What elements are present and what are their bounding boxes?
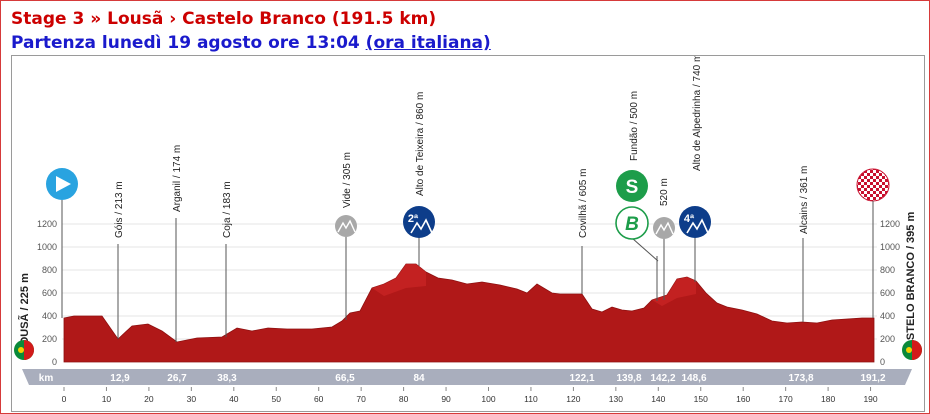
climb-highlight (372, 264, 426, 296)
place-label: Covilhã / 605 m (578, 169, 589, 238)
place-lines (117, 218, 804, 342)
place-label: 520 m (659, 178, 670, 206)
svg-text:4ª: 4ª (684, 213, 695, 225)
x-tick-label: 120 (566, 394, 580, 404)
y-axis-left: 1200 1000 800 600 400 200 0 (37, 219, 57, 367)
y-tick-label: 0 (52, 357, 57, 367)
x-tick-label: 40 (229, 394, 239, 404)
finish-flag-icon (856, 168, 890, 202)
place-km: 142,2 (650, 373, 675, 384)
y-tick-label: 0 (880, 357, 885, 367)
italian-time-link[interactable]: (ora italiana) (365, 33, 491, 53)
km-unit: km (39, 373, 54, 384)
place-label: Góis / 213 m (114, 181, 125, 238)
svg-text:2ª: 2ª (408, 213, 419, 225)
x-tick-label: 50 (272, 394, 282, 404)
x-tick-label: 30 (187, 394, 197, 404)
bonus-icon: B (615, 206, 649, 240)
y-tick-label: 1200 (37, 219, 57, 229)
elevation-profile (63, 263, 875, 363)
place-label: Alto de Teixeira / 860 m (415, 92, 426, 196)
svg-text:B: B (625, 214, 639, 235)
y-axis-right: 1200 1000 800 600 400 200 0 (880, 219, 900, 367)
place-km: 148,6 (681, 373, 706, 384)
sprint-icon: S (616, 170, 648, 202)
y-tick-label: 600 (42, 288, 57, 298)
x-tick-label: 80 (399, 394, 409, 404)
portugal-flag-icon (902, 340, 922, 360)
y-tick-label: 800 (42, 265, 57, 275)
y-tick-label: 200 (42, 334, 57, 344)
y-tick-label: 1000 (880, 242, 900, 252)
place-km: 26,7 (167, 373, 187, 384)
minor-climb-icon (653, 217, 675, 239)
place-km: 122,1 (569, 373, 594, 384)
place-label: Arganil / 174 m (172, 145, 183, 212)
x-tick-label: 100 (481, 394, 495, 404)
start-label: LOUSÃ / 225 m (18, 273, 31, 352)
place-km: 66,5 (335, 373, 355, 384)
place-label: Alto de Alpedrinha / 740 m (692, 56, 703, 171)
stage-title: Stage 3 » Lousã › Castelo Branco (191.5 … (11, 9, 437, 29)
x-tick-label: 130 (609, 394, 623, 404)
x-tick-label: 140 (651, 394, 665, 404)
minor-climb-icon (335, 215, 357, 237)
km-bar (22, 369, 912, 385)
start-time-text: Partenza lunedì 19 agosto ore 13:04 (11, 33, 360, 53)
x-tick-label: 190 (863, 394, 877, 404)
place-label: Alcains / 361 m (799, 166, 810, 234)
svg-text:S: S (626, 177, 639, 198)
x-tick-label: 10 (102, 394, 112, 404)
y-tick-label: 200 (880, 334, 895, 344)
place-labels: Góis / 213 m Arganil / 174 m Coja / 183 … (114, 56, 810, 238)
place-km: 173,8 (788, 373, 813, 384)
y-tick-label: 600 (880, 288, 895, 298)
place-km-labels: 12,9 26,7 38,3 66,5 84 122,1 139,8 142,2… (110, 373, 886, 384)
x-tick-label: 20 (144, 394, 154, 404)
x-tick-label: 160 (736, 394, 750, 404)
place-label: Vide / 305 m (342, 152, 353, 208)
y-tick-label: 1000 (37, 242, 57, 252)
y-tick-label: 400 (880, 311, 895, 321)
x-tick-label: 180 (821, 394, 835, 404)
climb-category-icon: 2ª (403, 206, 435, 238)
y-tick-label: 800 (880, 265, 895, 275)
x-axis: 0 10 20 30 40 50 60 70 80 90 100 110 120 130 140 150 160… (62, 387, 878, 404)
place-km: 191,2 (860, 373, 885, 384)
start-play-icon (46, 168, 78, 200)
place-label: Fundão / 500 m (629, 91, 640, 161)
start-time-line: Partenza lunedì 19 agosto ore 13:04 (ora… (11, 33, 491, 53)
place-label: Coja / 183 m (222, 181, 233, 238)
x-tick-label: 110 (524, 394, 538, 404)
x-tick-label: 0 (62, 394, 67, 404)
place-km: 38,3 (217, 373, 237, 384)
climb-highlight (652, 277, 696, 306)
place-km: 139,8 (616, 373, 641, 384)
x-tick-label: 90 (441, 394, 451, 404)
place-km: 12,9 (110, 373, 130, 384)
place-km: 84 (413, 373, 425, 384)
climb-category-icon: 4ª (679, 206, 711, 238)
x-tick-label: 60 (314, 394, 324, 404)
x-tick-label: 170 (779, 394, 793, 404)
finish-label: CASTELO BRANCO / 395 m (905, 212, 917, 356)
y-tick-label: 400 (42, 311, 57, 321)
portugal-flag-icon (14, 340, 34, 360)
x-tick-label: 70 (356, 394, 366, 404)
profile-chart: 1200 1000 800 600 400 200 0 1200 1000 80… (14, 56, 922, 404)
stage-profile: 1200 1000 800 600 400 200 0 1200 1000 80… (11, 55, 925, 412)
x-tick-label: 150 (694, 394, 708, 404)
y-tick-label: 1200 (880, 219, 900, 229)
